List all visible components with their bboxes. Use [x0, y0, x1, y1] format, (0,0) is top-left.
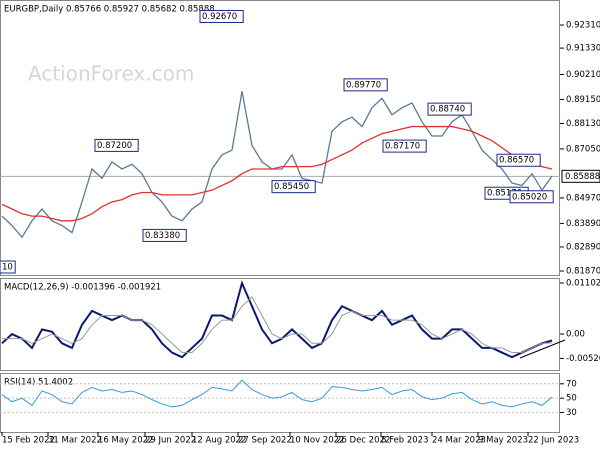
- x-tick-label: 26 Dec 2022: [336, 436, 390, 446]
- y-tick-label: 0.00: [566, 330, 585, 340]
- series-line: [2, 296, 553, 354]
- watermark: ActionForex.com: [28, 62, 194, 86]
- x-tick-label: 27 Sep 2022: [238, 436, 292, 446]
- annotation-label: 0.87200: [97, 141, 132, 151]
- panel-title: MACD(12,26,9) -0.001396 -0.001921: [4, 283, 161, 293]
- panel-title: RSI(14) 51.4002: [4, 378, 73, 388]
- y-tick-label: -0.005267: [566, 354, 600, 364]
- last-price-label: 0.85888: [565, 172, 600, 182]
- x-tick-label: 10 Nov 2022: [290, 436, 344, 446]
- y-tick-label: 0.83890: [566, 219, 600, 229]
- panel-title: EURGBP,Daily 0.85766 0.85927 0.85682 0.8…: [4, 5, 215, 15]
- y-tick-label: 30: [566, 408, 577, 418]
- y-tick-label: 0.90210: [566, 70, 600, 80]
- annotation-box: [199, 10, 244, 24]
- trend-line: [519, 339, 566, 359]
- annotation-box: [271, 180, 316, 194]
- annotation-label: 0.85450: [274, 182, 309, 192]
- y-tick-label: 0.92310: [566, 21, 600, 31]
- y-tick-label: 0.011027: [566, 279, 600, 289]
- x-tick-label: 31 Mar 2022: [48, 436, 102, 446]
- x-tick-label: 22 Jun 2023: [528, 436, 579, 446]
- x-tick-label: 24 Mar 2023: [432, 436, 486, 446]
- annotation-box: [382, 139, 427, 153]
- y-tick-label: 0.82890: [566, 242, 600, 252]
- panel-frame: [0, 0, 560, 276]
- y-tick-label: 70: [566, 379, 577, 389]
- annotation-label: 0.88740: [430, 105, 465, 115]
- y-tick-label: 0.87050: [566, 144, 600, 154]
- annotation-box: [142, 228, 187, 242]
- last-price-tag: [561, 169, 600, 183]
- annotation-box: [427, 102, 472, 116]
- annotation-label: 10: [2, 263, 13, 273]
- series-line: [1, 280, 553, 359]
- series-line: [1, 125, 553, 222]
- y-tick-label: 0.91330: [566, 44, 600, 54]
- x-tick-label: 12 Aug 2022: [192, 436, 246, 446]
- x-tick-label: 16 May 2022: [98, 436, 153, 446]
- panel-frame: [0, 278, 560, 371]
- x-tick-label: 15 Feb 2022: [2, 436, 55, 446]
- y-tick-label: 0.84970: [566, 193, 600, 203]
- annotation-label: 0.92670: [202, 12, 237, 22]
- x-tick-label: 8 Feb 2023: [381, 436, 429, 446]
- x-tick-label: 29 Jun 2022: [145, 436, 196, 446]
- panel-frame: [0, 373, 560, 433]
- y-tick-label: 50: [566, 394, 577, 404]
- y-tick-label: 0.89150: [566, 95, 600, 105]
- series-line: [1, 91, 553, 239]
- annotation-label: 0.85170: [487, 189, 522, 199]
- annotation-box: [0, 260, 16, 274]
- annotation-label: 0.86570: [499, 156, 534, 166]
- annotation-label: 0.83380: [145, 231, 180, 241]
- annotation-label: 0.89770: [346, 80, 381, 90]
- annotation-label: 0.85020: [512, 192, 547, 202]
- annotation-box: [343, 78, 388, 92]
- annotation-box: [509, 190, 554, 204]
- y-tick-label: 0.88130: [566, 119, 600, 129]
- series-line: [1, 379, 553, 408]
- annotation-label: 0.87170: [385, 142, 420, 152]
- annotation-box: [94, 138, 139, 152]
- y-tick-label: 0.81870: [566, 266, 600, 276]
- annotation-box: [496, 153, 541, 167]
- x-tick-label: 9 May 2023: [478, 436, 528, 446]
